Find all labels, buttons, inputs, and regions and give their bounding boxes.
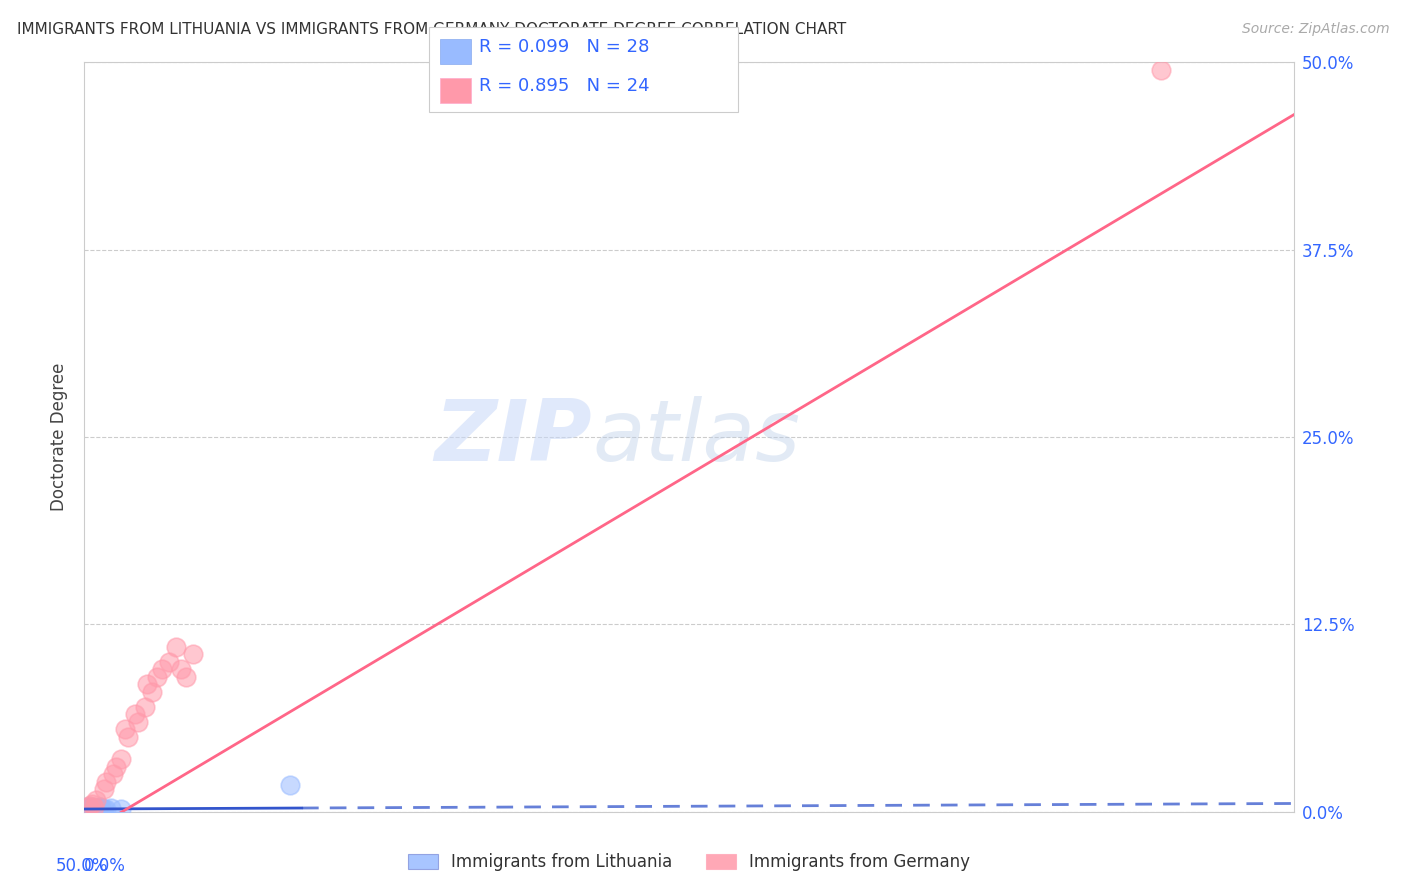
Text: R = 0.895   N = 24: R = 0.895 N = 24 [479,77,650,95]
Point [89,800,111,814]
Point [93,802,115,816]
Point [124,707,146,722]
Text: ZIP: ZIP [434,395,592,479]
Point [134,699,156,714]
Point [90,802,112,816]
Point [174,670,197,684]
Point [87,802,110,816]
Point [77,798,100,813]
Point [104,760,127,774]
Point [80,797,103,812]
Text: R = 0.099   N = 28: R = 0.099 N = 28 [479,38,650,56]
Point [127,714,149,729]
Point [77,802,100,816]
Text: IMMIGRANTS FROM LITHUANIA VS IMMIGRANTS FROM GERMANY DOCTORATE DEGREE CORRELATIO: IMMIGRANTS FROM LITHUANIA VS IMMIGRANTS … [17,22,846,37]
Point [77,802,100,816]
Point [86,802,108,816]
Point [79,802,101,816]
Point [100,801,122,815]
Point [83,802,105,816]
Point [165,640,187,654]
Point [157,655,180,669]
Text: Source: ZipAtlas.com: Source: ZipAtlas.com [1241,22,1389,37]
Text: 0.0%: 0.0% [84,856,127,875]
Point [86,802,108,816]
Point [82,802,104,816]
Point [110,752,132,766]
Point [103,767,125,781]
Point [84,801,107,815]
Point [117,730,139,744]
Point [77,802,100,816]
Text: atlas: atlas [592,395,800,479]
Point [80,802,103,816]
Point [110,802,132,816]
Point [77,801,100,815]
Point [170,662,193,676]
Legend: Immigrants from Lithuania, Immigrants from Germany: Immigrants from Lithuania, Immigrants fr… [408,853,970,871]
Point [76,800,98,814]
Point [136,677,159,691]
Point [79,802,101,816]
Point [94,774,117,789]
Point [94,802,117,816]
Text: 50.0%: 50.0% [56,856,108,875]
Point [91,802,114,816]
Y-axis label: Doctorate Degree: Doctorate Degree [51,363,69,511]
Point [150,662,173,676]
Point [146,670,169,684]
Point [83,800,105,814]
Point [86,802,108,816]
Point [87,801,110,815]
Point [83,802,105,816]
Point [82,802,104,816]
Point [141,685,163,699]
Point [181,648,204,662]
Point [80,800,103,814]
Point [93,782,115,797]
Point [77,802,100,816]
Point [1149,62,1171,77]
Point [86,793,108,807]
Point [278,778,301,792]
Point [114,723,136,737]
